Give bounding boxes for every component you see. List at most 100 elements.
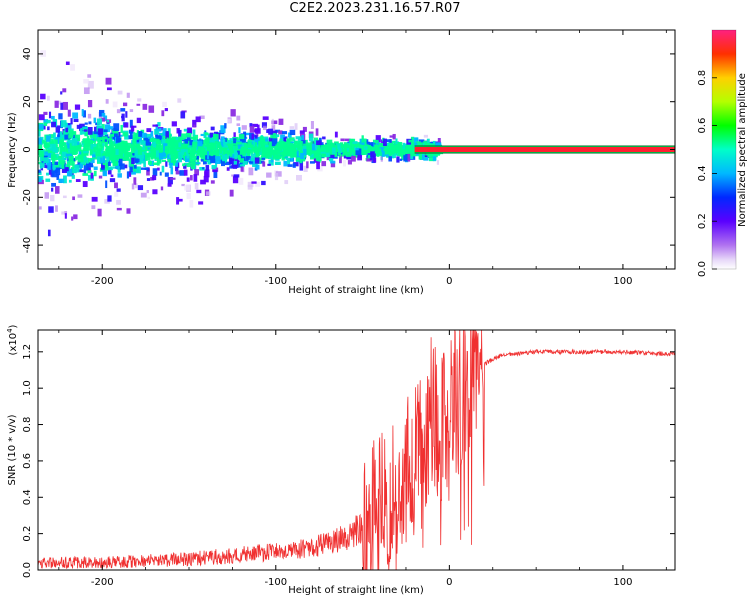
spectrogram-cell: [48, 111, 52, 119]
spectrogram-cell: [402, 142, 406, 150]
spectrogram-cell: [392, 149, 397, 154]
spectrogram-cell: [240, 136, 246, 143]
spectrogram-cell: [62, 195, 67, 199]
spectrogram-cell: [284, 147, 288, 155]
spectrogram-cell: [242, 160, 248, 165]
spectrogram-cell: [255, 152, 260, 160]
spectrogram-cell: [175, 146, 180, 154]
spectrogram-cell: [88, 158, 92, 162]
spectrogram-cell: [339, 151, 343, 155]
spectrogram-cell: [109, 141, 114, 146]
spectrogram-cell: [54, 153, 59, 158]
spectrogram-cell: [126, 208, 131, 214]
spectrogram-cell: [167, 138, 171, 147]
spectrogram-cell: [104, 139, 107, 142]
spectrogram-cell: [40, 158, 47, 165]
spectrogram-cell: [208, 145, 214, 149]
spectrogram-cell: [429, 154, 434, 162]
spectrogram-cell: [347, 160, 352, 165]
spectrogram-cell: [193, 174, 198, 182]
spectrogram-cell: [284, 180, 289, 185]
spectrogram-cell: [190, 161, 196, 170]
spectrogram-cell: [83, 79, 89, 84]
spectrogram-cell: [251, 140, 256, 148]
spectrogram-cell: [146, 178, 151, 181]
spectrogram-cell: [193, 124, 196, 128]
spectrogram-cell: [207, 156, 212, 164]
spectrogram-cell: [165, 131, 169, 139]
spectrogram-cell: [51, 156, 56, 165]
spectrogram-cell: [306, 161, 309, 169]
spectrogram-cell: [349, 138, 354, 143]
spectrogram-cell: [131, 183, 135, 190]
spectrogram-cell: [133, 157, 140, 163]
spectrogram-x-label: Height of straight line (km): [288, 285, 424, 296]
spectrogram-cell: [123, 151, 128, 160]
spectrogram-cell: [226, 143, 230, 146]
spectrogram-cell: [198, 201, 204, 205]
spectrogram-cell: [334, 149, 339, 156]
spectrogram-cell: [247, 184, 253, 190]
spectrogram-cell: [300, 153, 305, 160]
spectrogram-cell: [369, 156, 373, 160]
spectrogram-cell: [51, 115, 55, 120]
snr-x-label: Height of straight line (km): [288, 585, 424, 596]
spectrogram-cell: [316, 140, 322, 146]
spectrogram-cell: [276, 152, 279, 157]
spectrogram-cell: [70, 64, 75, 71]
spectrogram-cell: [38, 171, 42, 175]
spectrogram-cell: [129, 119, 133, 128]
spectrogram-cell: [326, 150, 330, 157]
spectrogram-cell: [113, 155, 117, 163]
spectrogram-cell: [118, 131, 121, 138]
spectrogram-cell: [178, 151, 183, 159]
spectrogram-cell: [146, 168, 150, 176]
spectrogram-cell: [250, 144, 254, 148]
spectrogram-cell: [119, 158, 123, 166]
spectrogram-cell: [129, 166, 133, 173]
spectrogram-cell: [180, 111, 186, 119]
spectrogram-cell: [233, 174, 240, 178]
spectrogram-cell: [40, 155, 46, 162]
spectrogram-cell: [332, 146, 336, 153]
spectrogram-cell: [380, 154, 383, 162]
spectrogram-cell: [75, 156, 78, 161]
spectrogram-cell: [178, 198, 183, 202]
spectrogram-cell: [280, 152, 285, 156]
spectrogram-cell: [167, 158, 171, 163]
spectrogram-cell: [140, 135, 143, 143]
spectrogram-cell: [328, 154, 335, 159]
spectrogram-cell: [117, 167, 121, 173]
spectrogram-cell: [355, 148, 359, 151]
spectrogram-cell: [219, 146, 223, 154]
spectrogram-cell: [271, 138, 278, 147]
spectrogram-cell: [92, 157, 98, 160]
spectrogram-cell: [148, 144, 151, 148]
spectrogram-cell: [76, 124, 81, 129]
spectrogram-cell: [204, 169, 210, 178]
spectrogram-cell: [210, 126, 215, 131]
spectrogram-cell: [165, 137, 169, 146]
spectrogram-cell: [120, 134, 123, 137]
spectrogram-cell: [83, 169, 87, 175]
snr-x-tick-label: 100: [613, 577, 632, 588]
spectrogram-cell: [362, 147, 368, 155]
spectrogram-cell: [207, 144, 211, 152]
spectrogram-cell: [248, 161, 253, 164]
spectrogram-cell: [289, 151, 295, 157]
spectrogram-cell: [124, 133, 129, 140]
spectrogram-cell: [104, 124, 111, 133]
spectrogram-cell: [183, 169, 188, 176]
spectrogram-cell: [110, 174, 114, 178]
spectrogram-cell: [60, 91, 63, 95]
spectrogram-cell: [181, 183, 185, 187]
spectrogram-cell: [162, 101, 167, 108]
spectrogram-cell: [270, 149, 275, 156]
spectrogram-cell: [262, 161, 266, 167]
spectrogram-y-tick-label: 20: [22, 95, 33, 108]
spectrogram-cell: [418, 139, 425, 144]
colorbar-tick-label: 0.0: [697, 261, 708, 277]
spectrogram-cell: [117, 90, 123, 95]
spectrogram-cell: [247, 181, 254, 188]
spectrogram-cell: [161, 110, 165, 117]
